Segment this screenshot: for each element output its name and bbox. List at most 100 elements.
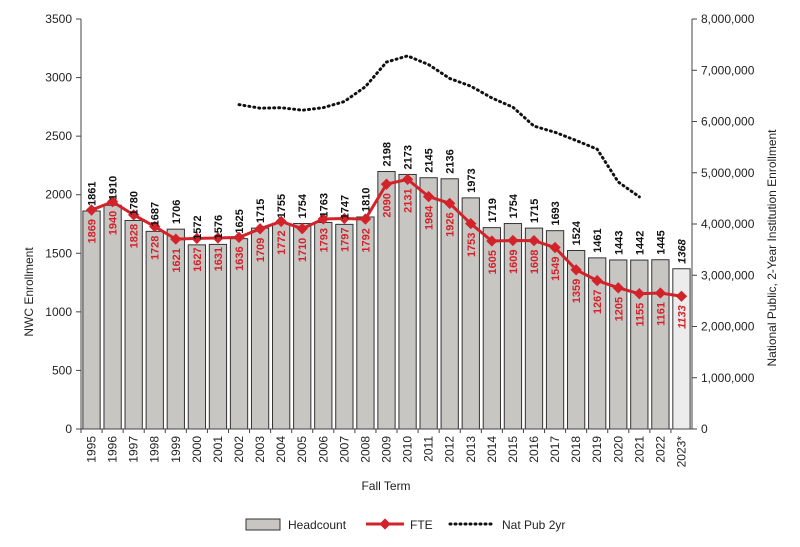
y2-tick-label: 4,000,000	[701, 217, 755, 231]
headcount-value-label: 1973	[466, 168, 478, 192]
x-tick-label: 2004	[274, 436, 288, 463]
fte-point	[191, 232, 203, 245]
fte-point	[570, 264, 582, 276]
legend-marker-fte	[379, 518, 391, 530]
fte-value-label: 1793	[318, 228, 330, 252]
x-tick-label: 2021	[632, 436, 646, 463]
axes	[80, 19, 693, 430]
fte-point	[633, 288, 645, 300]
fte-value-label: 1267	[592, 290, 604, 314]
fte-value-label: 1608	[529, 250, 541, 274]
fte-point	[422, 190, 435, 203]
fte-point	[233, 231, 245, 244]
headcount-value-label: 1763	[318, 193, 330, 217]
fte-value-label: 2090	[382, 193, 394, 217]
headcount-value-label: 1443	[613, 230, 625, 254]
y2-tick-label: 6,000,000	[701, 115, 755, 129]
headcount-value-label: 2173	[403, 145, 415, 169]
fte-point	[296, 223, 308, 235]
x-tick-label: 2015	[506, 436, 520, 463]
y2-tick-label: 0	[701, 422, 708, 436]
fte-point	[612, 282, 624, 294]
headcount-value-label: 1861	[87, 182, 99, 206]
fte-value-label: 1940	[108, 211, 120, 235]
legend-label-headcount: Headcount	[288, 518, 347, 532]
headcount-value-label: 1747	[339, 195, 351, 219]
y2-tick-label: 8,000,000	[701, 12, 755, 26]
x-tick-label: 2000	[190, 436, 204, 463]
natpub-line	[237, 54, 641, 199]
fte-value-label: 1710	[297, 238, 309, 262]
legend: Headcount FTE Nat Pub 2yr	[245, 518, 565, 532]
headcount-value-label: 1524	[571, 220, 583, 245]
fte-point	[549, 241, 561, 254]
fte-point	[149, 220, 161, 233]
fte-value-label: 2131	[403, 188, 415, 212]
fte-point	[254, 223, 266, 235]
headcount-value-label: 2145	[424, 148, 436, 172]
x-axis-ticks: 1995 1996 1997 1998 1999 2000 2001 2002 2003 2004…	[80, 429, 688, 467]
x-tick-label: 2022	[653, 436, 667, 463]
fte-value-label: 1359	[571, 279, 583, 303]
fte-point	[444, 197, 456, 210]
y2-axis-title: National Public, 2-Year Institution Enro…	[765, 129, 779, 367]
fte-value-label: 1728	[150, 236, 162, 260]
fte-point	[591, 274, 603, 287]
y2-tick-label: 3,000,000	[701, 268, 755, 282]
x-tick-label: 2017	[548, 436, 562, 463]
fte-value-label: 1205	[613, 297, 625, 321]
x-tick-label: 2012	[443, 436, 457, 463]
fte-value-label: 1549	[550, 257, 562, 281]
fte-point	[317, 213, 329, 225]
y-tick-label: 2000	[45, 188, 72, 202]
x-tick-label: 2002	[232, 436, 246, 463]
x-tick-label: 2019	[590, 436, 604, 463]
headcount-value-label: 1715	[529, 199, 541, 223]
legend-label-natpub: Nat Pub 2yr	[502, 518, 565, 532]
headcount-value-label: 1754	[508, 193, 520, 218]
x-tick-label: 2006	[316, 436, 330, 463]
headcount-value-label: 1715	[255, 199, 267, 223]
headcount-bar	[566, 249, 586, 430]
headcount-bar	[461, 197, 480, 430]
headcount-value-label: 2136	[445, 149, 457, 173]
fte-line-group	[85, 173, 688, 302]
headcount-bar	[335, 223, 354, 430]
fte-value-label: 1792	[360, 228, 372, 252]
headcount-value-label: 1445	[655, 230, 667, 254]
headcount-value-label: 1910	[108, 176, 120, 200]
x-tick-label: 1996	[106, 436, 120, 463]
fte-value-label: 1161	[655, 302, 667, 326]
y2-tick-label: 7,000,000	[701, 63, 755, 77]
fte-value-label: 1869	[87, 219, 99, 243]
fte-point	[275, 215, 287, 228]
fte-point	[528, 234, 540, 247]
x-axis-title: Fall Term	[361, 479, 410, 493]
fte-value-label: 1772	[276, 230, 288, 254]
x-tick-label: 2001	[211, 436, 225, 463]
headcount-value-label: 2198	[382, 142, 394, 166]
x-tick-label: 2005	[295, 436, 309, 463]
x-tick-label: 2016	[527, 436, 541, 463]
fte-value-label: 1984	[424, 205, 436, 230]
headcount-bar	[630, 259, 649, 430]
fte-point	[128, 209, 140, 221]
legend-label-fte: FTE	[410, 518, 433, 532]
headcount-value-label: 1706	[171, 200, 183, 224]
y-tick-label: 0	[65, 422, 72, 436]
y-tick-label: 500	[52, 363, 72, 377]
headcount-value-label: 1719	[487, 198, 499, 222]
headcount-value-label: 1625	[234, 209, 246, 233]
y-axis-title: NWC Enrollment	[22, 247, 36, 337]
x-tick-label: 2014	[485, 436, 499, 463]
headcount-bar	[314, 221, 333, 430]
fte-point	[675, 290, 688, 302]
headcount-value-label: 1687	[150, 202, 162, 226]
headcount-bar	[124, 219, 143, 430]
fte-value-label: 1828	[129, 224, 141, 248]
x-tick-label: 2009	[380, 436, 394, 463]
headcount-bar	[103, 204, 122, 430]
x-tick-label: 1998	[148, 436, 162, 463]
y2-tick-label: 1,000,000	[701, 371, 755, 385]
